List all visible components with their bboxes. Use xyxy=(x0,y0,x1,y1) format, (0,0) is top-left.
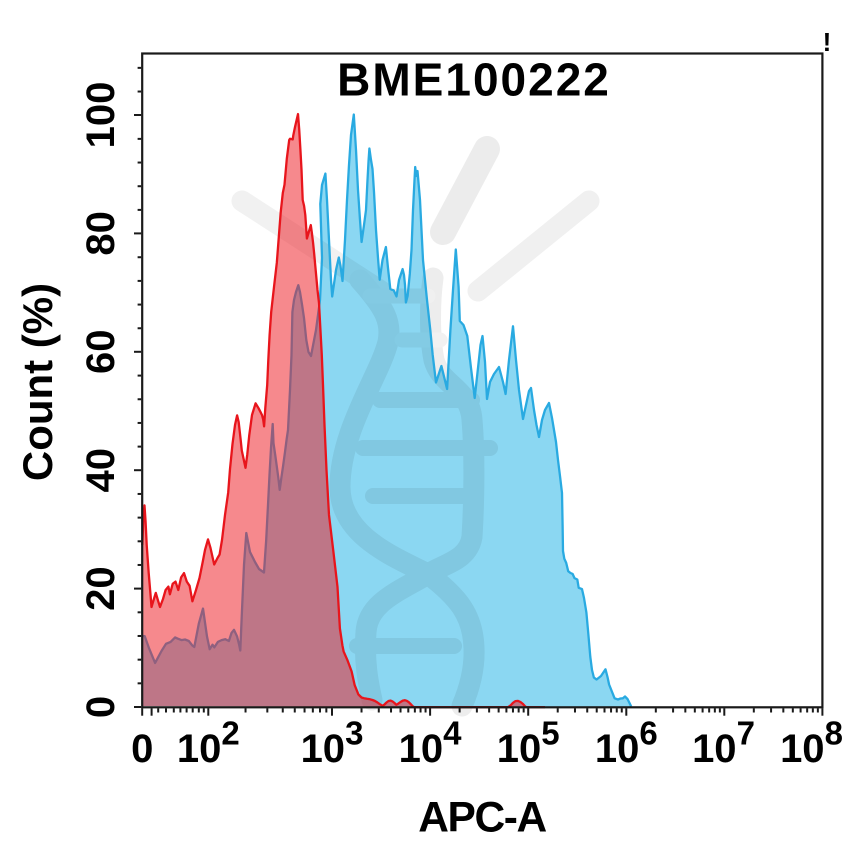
svg-text:20: 20 xyxy=(79,566,123,611)
svg-text:Count (%): Count (%) xyxy=(14,283,61,481)
svg-text:APC-A: APC-A xyxy=(418,795,546,842)
svg-text:80: 80 xyxy=(79,211,123,256)
svg-text:0: 0 xyxy=(131,727,153,771)
svg-text:BME100222: BME100222 xyxy=(337,54,611,106)
svg-text:40: 40 xyxy=(79,448,123,493)
svg-text:100: 100 xyxy=(79,82,123,149)
svg-text:!: ! xyxy=(823,27,832,57)
svg-text:60: 60 xyxy=(79,330,123,375)
svg-text:0: 0 xyxy=(79,696,123,718)
